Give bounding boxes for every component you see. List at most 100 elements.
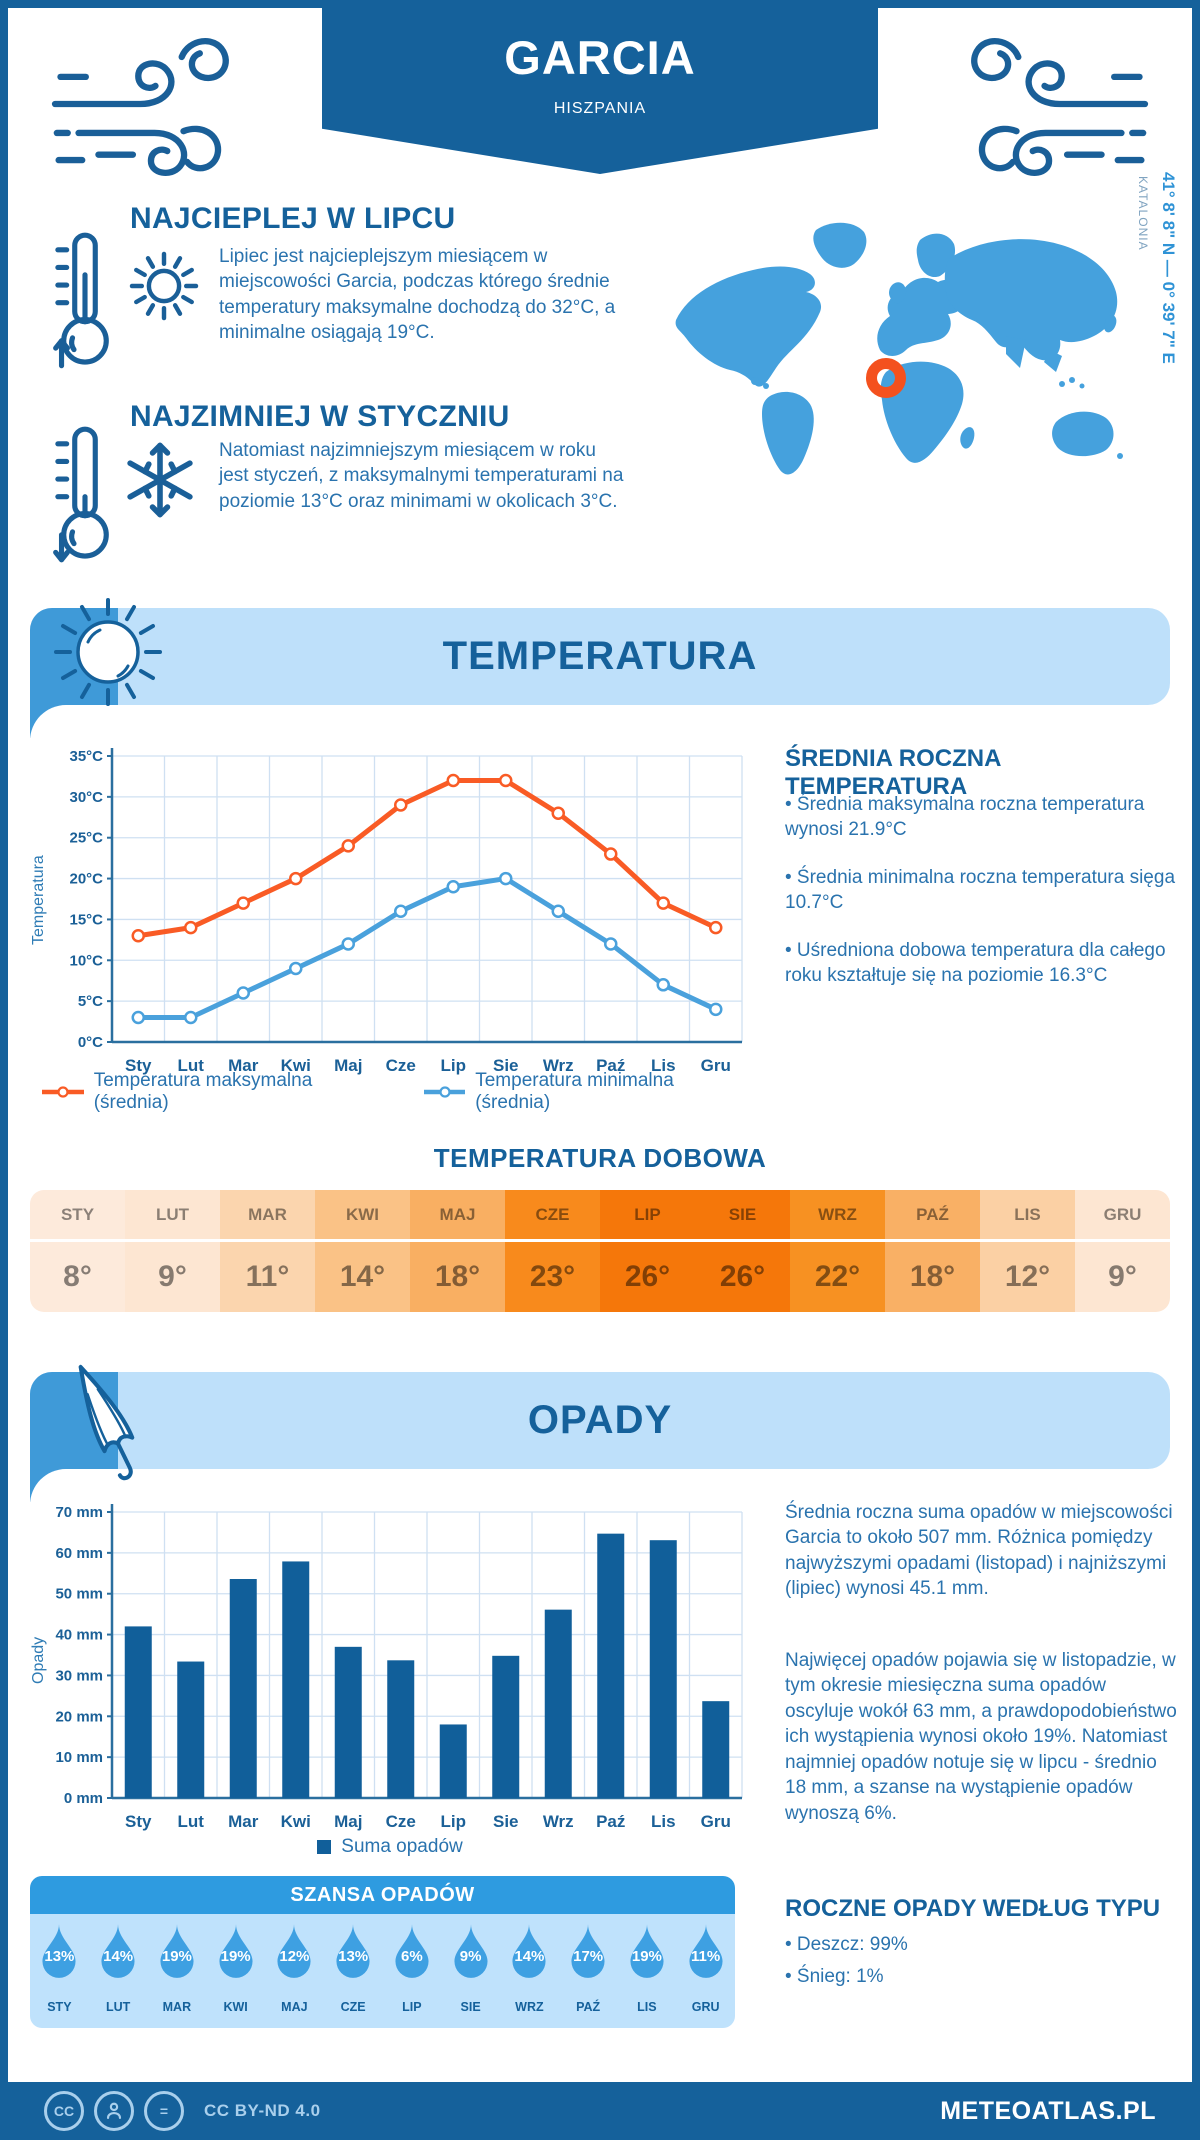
raindrop-icon xyxy=(277,1924,311,1978)
y-tick-label: 40 mm xyxy=(55,1627,103,1644)
x-tick-label: Lip xyxy=(441,1812,467,1831)
rain-chance-month: WRZ xyxy=(515,2000,544,2014)
y-tick-label: 5°C xyxy=(78,993,103,1010)
rain-chance-month: LIS xyxy=(637,2000,657,2014)
data-point xyxy=(394,798,408,812)
daily-temp-month: CZE xyxy=(505,1190,600,1242)
bar xyxy=(544,1609,572,1798)
annual-temp-bullet: • Uśredniona dobowa temperatura dla całe… xyxy=(785,939,1166,987)
x-tick-label: Lut xyxy=(178,1056,205,1075)
precip-paragraph-2: Najwięcej opadów pojawia się w listopadz… xyxy=(785,1650,1177,1824)
x-tick-label: Lis xyxy=(651,1056,676,1075)
legend-label: Temperatura maksymalna (średnia) xyxy=(93,1070,313,1113)
rain-chance-value: 13% xyxy=(44,1948,75,1965)
daily-temp-month: LUT xyxy=(125,1190,220,1242)
rain-chance-value: 13% xyxy=(338,1948,369,1965)
x-tick-label: Cze xyxy=(386,1812,416,1831)
rain-chance-month: STY xyxy=(47,2000,72,2014)
y-tick-label: 35°C xyxy=(69,748,103,765)
data-point xyxy=(656,896,670,910)
legend-marker xyxy=(42,1086,84,1098)
rain-chance-value: 19% xyxy=(161,1948,192,1965)
daily-temp-value: 23° xyxy=(529,1260,576,1293)
license-block: CC = CC BY-ND 4.0 xyxy=(44,2091,321,2131)
annual-temp-bullet: • Średnia minimalna roczna temperatura s… xyxy=(785,866,1176,914)
raindrop-icon xyxy=(395,1924,429,1978)
daily-temp-value: 26° xyxy=(719,1260,766,1293)
data-point xyxy=(551,806,565,820)
daily-temp-column: LIS 12° xyxy=(980,1190,1075,1312)
raindrop-icon xyxy=(454,1924,488,1978)
daily-temp-month: KWI xyxy=(315,1190,410,1242)
rain-chance-column: 11% GRU xyxy=(676,1914,735,2028)
rain-chance-month: MAJ xyxy=(281,2000,308,2014)
rain-chance-value: 19% xyxy=(631,1948,662,1965)
data-point xyxy=(709,1002,723,1017)
line-series xyxy=(135,876,719,1020)
y-tick-label: 10°C xyxy=(69,952,103,969)
daily-temp-value: 14° xyxy=(339,1260,386,1293)
data-point xyxy=(236,896,250,910)
y-tick-label: 20°C xyxy=(69,871,103,888)
x-tick-label: Sty xyxy=(125,1812,152,1831)
wind-icon xyxy=(971,38,1149,176)
x-tick-label: Cze xyxy=(386,1056,416,1075)
daily-temp-month: PAŹ xyxy=(885,1190,980,1242)
rain-chance-month: CZE xyxy=(340,2000,366,2014)
wind-icon xyxy=(51,38,229,176)
y-tick-label: 25°C xyxy=(69,830,103,847)
page-title: GARCIA xyxy=(504,31,696,84)
page-subtitle: HISZPANIA xyxy=(553,100,647,117)
data-point xyxy=(184,1010,198,1025)
rain-chance-value: 12% xyxy=(279,1948,310,1965)
daily-temp-column: CZE 23° xyxy=(505,1190,600,1312)
rain-chance-value: 6% xyxy=(401,1948,423,1965)
daily-temp-value: 11° xyxy=(245,1260,290,1293)
daily-temp-column: MAJ 18° xyxy=(410,1190,505,1312)
rain-chance-column: 19% MAR xyxy=(148,1914,207,2028)
header-banner xyxy=(322,0,878,174)
rain-chance-column: 13% STY xyxy=(30,1914,89,2028)
location-marker xyxy=(866,358,906,398)
y-tick-label: 0°C xyxy=(78,1034,103,1051)
data-point xyxy=(446,879,460,894)
data-point xyxy=(236,986,250,1000)
daily-temp-value: 22° xyxy=(814,1260,861,1293)
daily-temp-column: LUT 9° xyxy=(125,1190,220,1312)
precip-bar-chart: 0 mm 10 mm 20 mm 30 mm 40 mm 50 mm 60 mm 70 mm S… xyxy=(55,1504,743,1831)
data-point xyxy=(656,978,670,992)
rain-chance-column: 6% LIP xyxy=(383,1914,442,2028)
daily-temp-month: STY xyxy=(30,1190,125,1242)
raindrop-icon xyxy=(630,1924,664,1978)
temperature-line-chart: 0°C 5°C 10°C 15°C 20°C 25°C 30°C 35°C Sty Lut Mar K… xyxy=(69,748,743,1075)
rain-chance-value: 17% xyxy=(573,1948,604,1965)
rain-chance-body: 13% STY 14% LUT 19% MAR 19% KWI 12% MAJ 13% CZE 6% LI… xyxy=(30,1914,735,2028)
x-tick-label: Mar xyxy=(228,1056,259,1075)
data-point xyxy=(341,937,355,951)
data-point xyxy=(551,904,565,919)
bar xyxy=(387,1660,415,1798)
rain-chance-value: 14% xyxy=(103,1948,134,1965)
y-tick-label: 10 mm xyxy=(55,1749,103,1766)
no-derivatives-icon: = xyxy=(144,2091,184,2131)
x-tick-label: Sie xyxy=(493,1056,519,1075)
thermometer-up-icon xyxy=(53,232,109,369)
rain-chance-column: 9% SIE xyxy=(441,1914,500,2028)
data-point xyxy=(289,961,303,976)
x-tick-label: Wrz xyxy=(543,1812,574,1831)
daily-temp-month: GRU xyxy=(1075,1190,1170,1242)
annual-temp-bullet: • Średnia maksymalna roczna temperatura … xyxy=(785,794,1145,841)
legend-label: Temperatura minimalna (średnia) xyxy=(475,1070,674,1113)
data-point xyxy=(499,871,513,886)
temperature-band xyxy=(30,608,1170,705)
rain-chance-column: 19% LIS xyxy=(618,1914,677,2028)
world-map xyxy=(675,222,1123,475)
rain-chance-month: LIP xyxy=(402,2000,422,2014)
daily-temp-value: 9° xyxy=(1108,1260,1137,1293)
cold-section-text: Natomiast najzimniejszym miesiącem w rok… xyxy=(219,440,624,512)
raindrop-icon xyxy=(101,1924,135,1978)
x-tick-label: Gru xyxy=(701,1056,731,1075)
daily-temp-column: LIP 26° xyxy=(600,1190,695,1312)
x-tick-label: Maj xyxy=(334,1812,362,1831)
daily-temp-column: STY 8° xyxy=(30,1190,125,1312)
